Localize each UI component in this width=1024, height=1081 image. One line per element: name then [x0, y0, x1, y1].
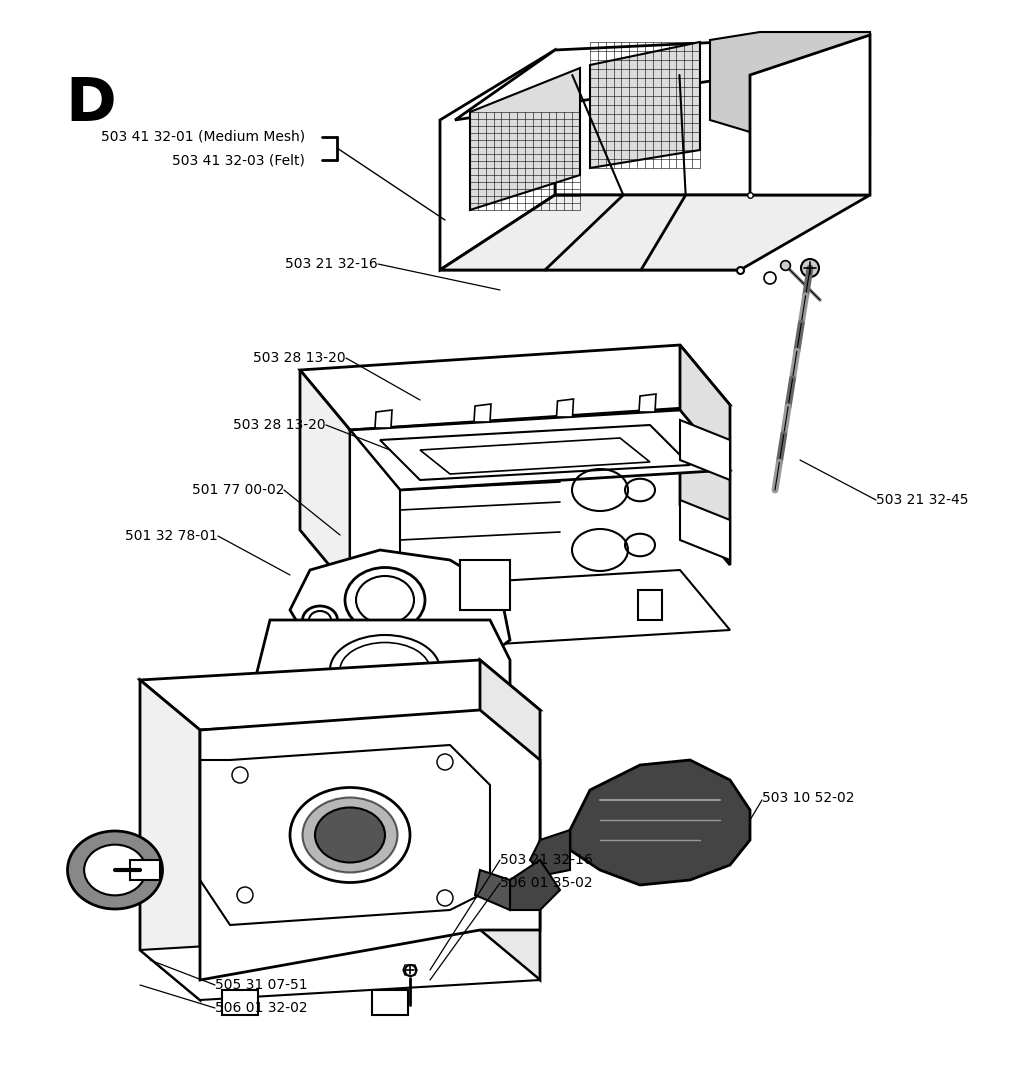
Polygon shape [455, 35, 870, 120]
Polygon shape [475, 870, 510, 910]
Polygon shape [440, 195, 870, 270]
Text: 506 01 32-02: 506 01 32-02 [215, 1001, 307, 1015]
Ellipse shape [68, 831, 163, 909]
Text: 503 28 13-20: 503 28 13-20 [233, 418, 326, 432]
Polygon shape [222, 990, 258, 1015]
Text: 503 41 32-03 (Felt): 503 41 32-03 (Felt) [172, 154, 305, 166]
Polygon shape [480, 660, 540, 980]
Polygon shape [375, 410, 392, 428]
Circle shape [764, 272, 776, 284]
Polygon shape [140, 930, 540, 1000]
Polygon shape [403, 965, 417, 975]
Text: 503 28 13-20: 503 28 13-20 [253, 351, 346, 365]
Polygon shape [300, 345, 730, 430]
Ellipse shape [451, 645, 489, 675]
Polygon shape [255, 620, 510, 720]
Polygon shape [590, 42, 700, 168]
Polygon shape [290, 550, 510, 680]
Text: D: D [65, 75, 116, 134]
Polygon shape [474, 404, 490, 422]
Text: 503 21 32-16: 503 21 32-16 [500, 853, 593, 867]
Polygon shape [372, 990, 408, 1015]
Polygon shape [368, 590, 392, 620]
Text: 503 21 32-16: 503 21 32-16 [286, 257, 378, 271]
Text: 506 01 35-02: 506 01 35-02 [500, 876, 593, 890]
Polygon shape [530, 830, 570, 875]
Polygon shape [680, 501, 730, 560]
Ellipse shape [302, 798, 397, 872]
Polygon shape [350, 410, 730, 490]
Ellipse shape [355, 630, 445, 700]
Polygon shape [556, 399, 573, 417]
Polygon shape [510, 860, 560, 910]
Ellipse shape [290, 787, 410, 882]
Circle shape [801, 259, 819, 277]
Polygon shape [200, 710, 540, 980]
Ellipse shape [302, 606, 338, 633]
Polygon shape [440, 50, 555, 270]
Text: 501 77 00-02: 501 77 00-02 [191, 483, 284, 497]
Text: 503 21 32-45: 503 21 32-45 [876, 493, 969, 507]
Text: 505 31 07-51: 505 31 07-51 [215, 978, 307, 992]
Polygon shape [470, 68, 580, 210]
Polygon shape [140, 680, 200, 1000]
Polygon shape [710, 32, 870, 135]
Text: 503 41 32-01 (Medium Mesh): 503 41 32-01 (Medium Mesh) [101, 130, 305, 144]
Polygon shape [638, 590, 662, 620]
Ellipse shape [84, 844, 145, 895]
Polygon shape [350, 430, 400, 590]
Polygon shape [440, 195, 750, 270]
Polygon shape [130, 860, 160, 880]
Ellipse shape [330, 635, 440, 705]
Polygon shape [350, 570, 730, 650]
Polygon shape [750, 35, 870, 195]
Polygon shape [140, 660, 540, 730]
Polygon shape [380, 425, 690, 480]
Polygon shape [300, 370, 350, 590]
Polygon shape [570, 760, 750, 885]
Polygon shape [680, 345, 730, 565]
Polygon shape [460, 560, 510, 610]
Text: 501 32 78-01: 501 32 78-01 [125, 529, 218, 543]
Ellipse shape [315, 808, 385, 863]
Text: 503 10 52-02: 503 10 52-02 [762, 791, 854, 805]
Ellipse shape [345, 568, 425, 632]
Polygon shape [680, 421, 730, 480]
Polygon shape [639, 393, 656, 412]
